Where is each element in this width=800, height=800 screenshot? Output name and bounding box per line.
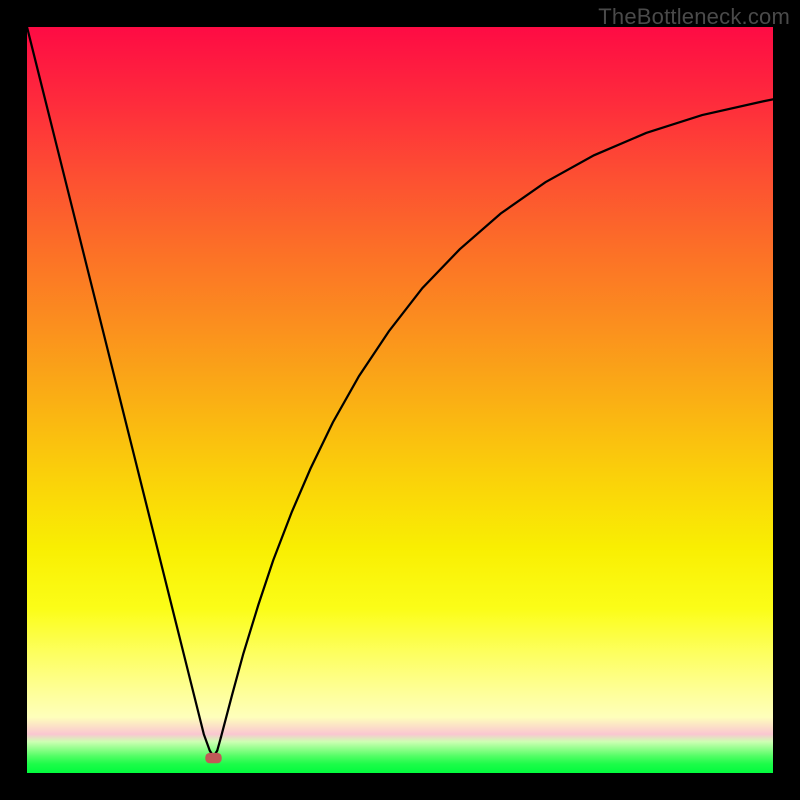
plot-svg bbox=[27, 27, 773, 773]
minimum-marker bbox=[205, 753, 221, 763]
plot-background bbox=[27, 27, 773, 773]
plot-area bbox=[27, 27, 773, 773]
chart-frame: TheBottleneck.com bbox=[0, 0, 800, 800]
